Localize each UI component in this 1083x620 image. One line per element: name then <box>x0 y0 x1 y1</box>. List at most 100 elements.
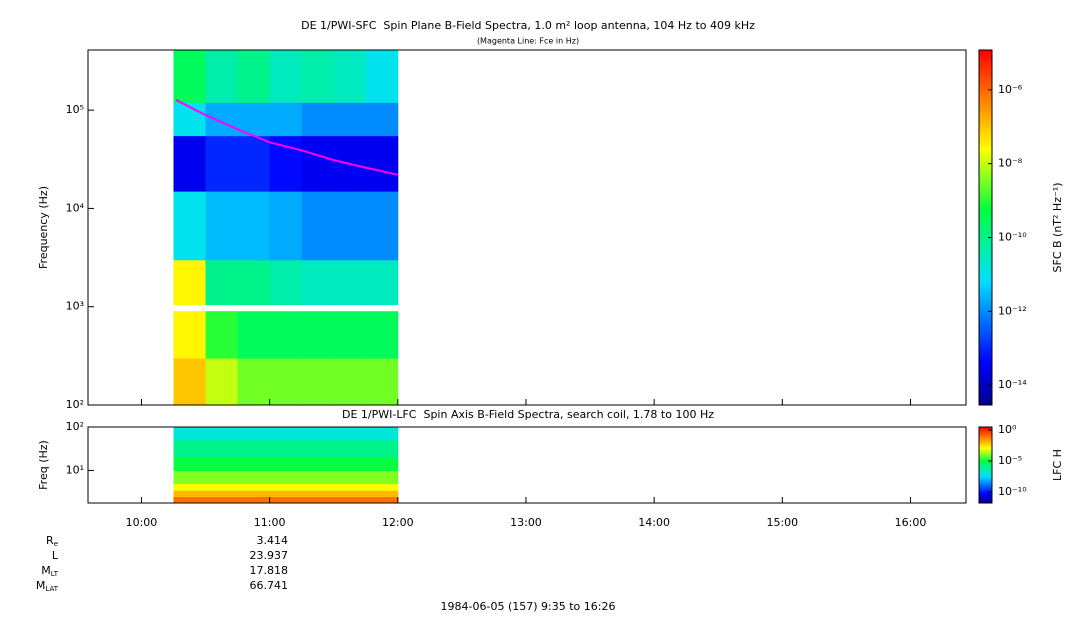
spectrogram-cell <box>173 470 399 485</box>
ephemeris-value: 23.937 <box>250 549 289 562</box>
spectrogram-cell <box>269 311 303 359</box>
ephemeris-label: Re <box>46 534 58 548</box>
y-tick-label: 10³ <box>66 300 84 313</box>
spectrogram-cell <box>205 259 239 306</box>
spectrogram-cell <box>333 102 367 137</box>
ephemeris-label-sub: LAT <box>45 585 58 593</box>
spectrogram-cell <box>301 135 335 192</box>
spectrogram-cell <box>333 50 367 103</box>
spectrogram-cell <box>269 259 303 306</box>
footer: 1984-06-05 (157) 9:35 to 16:26 <box>441 600 616 613</box>
spectrogram-cell <box>301 259 335 306</box>
spectrogram-cell <box>365 50 399 103</box>
spectrogram-cell <box>365 135 399 192</box>
spectrogram-cell <box>173 496 399 504</box>
spectrogram-cell <box>301 311 335 359</box>
spectrogram-cell <box>173 311 207 359</box>
colorbar-tick-label: 10⁻¹⁰ <box>998 230 1027 243</box>
spectrogram-cell <box>173 50 207 103</box>
y-axis-label: Frequency (Hz) <box>37 186 50 269</box>
ephemeris-label-main: M <box>41 564 51 577</box>
spectrogram-cell <box>333 311 367 359</box>
ephemeris-label-main: R <box>46 534 54 547</box>
colorbar-tick-label: 10⁻⁵ <box>998 454 1022 467</box>
spectrogram-cell <box>237 259 271 306</box>
x-tick-label: 14:00 <box>638 516 670 529</box>
spectrogram-cell <box>269 102 303 137</box>
y-tick-label: 10² <box>66 398 84 411</box>
colorbar <box>978 426 993 504</box>
spectrogram-cell <box>173 358 207 406</box>
plot-frame <box>87 49 967 406</box>
spectrogram-cell <box>333 358 367 406</box>
spectrogram-cell <box>205 135 239 192</box>
spectrogram-cell <box>205 358 239 406</box>
x-tick-label: 16:00 <box>895 516 927 529</box>
spectrogram-cell <box>333 191 367 261</box>
ephemeris-value: 66.741 <box>250 579 289 592</box>
spectrogram-cell <box>173 427 399 441</box>
title: DE 1/PWI-SFC Spin Plane B-Field Spectra,… <box>301 19 755 32</box>
y-tick-label: 10¹ <box>66 463 84 476</box>
ephemeris-label: L <box>52 549 59 562</box>
spectrogram-cell <box>365 358 399 406</box>
spectrogram-cell <box>173 191 207 261</box>
spectrogram-cell <box>205 311 239 359</box>
ephemeris-label: MLT <box>41 564 58 578</box>
colorbar-tick-label: 10⁻⁶ <box>998 83 1023 96</box>
spectrogram-cell <box>269 50 303 103</box>
panel-title: DE 1/PWI-LFC Spin Axis B-Field Spectra, … <box>342 408 714 421</box>
x-tick-label: 13:00 <box>510 516 542 529</box>
colorbar-tick-label: 10⁻¹⁴ <box>998 378 1027 391</box>
spectrogram-cell <box>237 50 271 103</box>
spectrogram-cell <box>205 50 239 103</box>
y-tick-label: 10⁵ <box>66 103 84 116</box>
colorbar-label: LFC H <box>1051 449 1064 481</box>
spectrogram-cell <box>237 135 271 192</box>
spectrogram-cell <box>237 311 271 359</box>
spectrogram-cell <box>237 191 271 261</box>
y-tick-label: 10² <box>66 420 84 433</box>
spectrogram-cell <box>173 440 399 458</box>
colorbar-label: SFC B (nT² Hz⁻¹) <box>1051 183 1064 273</box>
spectrogram-cell <box>269 358 303 406</box>
spectrogram-cell <box>173 259 207 306</box>
ephemeris-label-sub: LT <box>51 570 59 578</box>
spectrogram-cell <box>173 457 399 471</box>
spectrogram-cell <box>301 358 335 406</box>
ephemeris-label-main: M <box>36 579 46 592</box>
colorbar-tick-label: 10⁻¹² <box>998 304 1027 317</box>
x-tick-label: 11:00 <box>254 516 286 529</box>
spectrogram-cell <box>301 191 335 261</box>
x-tick-label: 10:00 <box>126 516 158 529</box>
spectrogram-cell <box>333 259 367 306</box>
ephemeris-label-sub: e <box>54 540 58 548</box>
ephemeris-label: MLAT <box>36 579 59 593</box>
x-tick-label: 15:00 <box>766 516 798 529</box>
fce-line <box>175 99 399 176</box>
x-tick-label: 12:00 <box>382 516 414 529</box>
plot-frame <box>87 426 967 504</box>
spectrogram-cell <box>205 191 239 261</box>
spectrogram-cell <box>365 259 399 306</box>
ephemeris-value: 3.414 <box>257 534 289 547</box>
spectrogram-cell <box>205 102 239 137</box>
spectrogram-cell <box>173 483 399 491</box>
spectrogram-cell <box>301 102 335 137</box>
ephemeris-label-main: L <box>52 549 59 562</box>
spectrogram-cell <box>173 135 207 192</box>
colorbar <box>978 49 993 406</box>
y-axis-label: Freq (Hz) <box>37 440 50 490</box>
spectrogram-cell <box>269 191 303 261</box>
colorbar-tick-label: 10⁻¹⁰ <box>998 485 1027 498</box>
spectrogram-cell <box>269 135 303 192</box>
spectrogram-cell <box>365 191 399 261</box>
y-tick-label: 10⁴ <box>66 201 85 214</box>
spectrogram-cell <box>365 311 399 359</box>
spectrogram-cell <box>301 50 335 103</box>
ephemeris-value: 17.818 <box>250 564 289 577</box>
spectrogram-cell <box>237 358 271 406</box>
subtitle: (Magenta Line: Fce in Hz) <box>477 37 579 46</box>
spectrogram-cell <box>173 490 399 498</box>
